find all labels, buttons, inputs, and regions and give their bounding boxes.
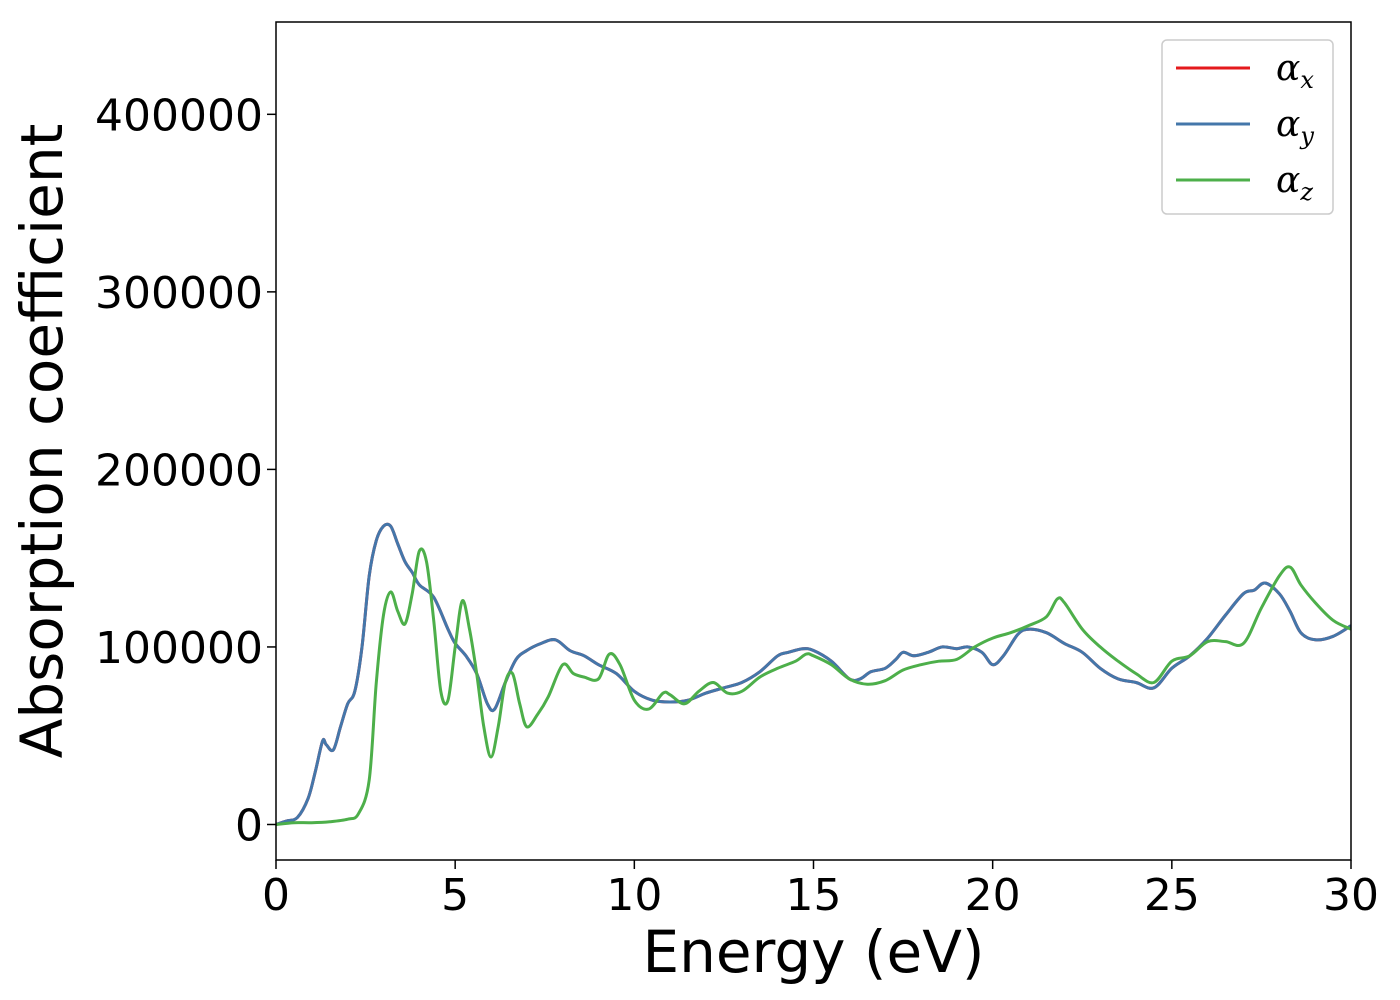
x-tick-label: 25 (1144, 870, 1200, 921)
x-tick-label: 30 (1323, 870, 1379, 921)
y-axis-label: Absorption coefficient (8, 124, 76, 759)
x-axis-ticks: 0 5 10 15 20 25 30 (262, 860, 1379, 921)
x-tick-label: 20 (965, 870, 1021, 921)
x-tick-label: 0 (262, 870, 290, 921)
series-layer (276, 522, 1351, 826)
y-tick-label: 200000 (95, 445, 263, 496)
y-tick-label: 100000 (95, 623, 263, 674)
y-tick-label: 400000 (95, 90, 263, 141)
series-line-y (276, 522, 1351, 826)
x-axis-label: Energy (eV) (642, 918, 984, 986)
series-line-z (276, 547, 1351, 826)
legend-box (1161, 39, 1334, 215)
y-axis-ticks: 0 100000 200000 300000 400000 (95, 90, 276, 851)
x-tick-label: 10 (606, 870, 662, 921)
y-tick-label: 0 (235, 800, 263, 851)
y-tick-label: 300000 (95, 268, 263, 319)
x-tick-label: 15 (786, 870, 842, 921)
x-tick-label: 5 (441, 870, 469, 921)
